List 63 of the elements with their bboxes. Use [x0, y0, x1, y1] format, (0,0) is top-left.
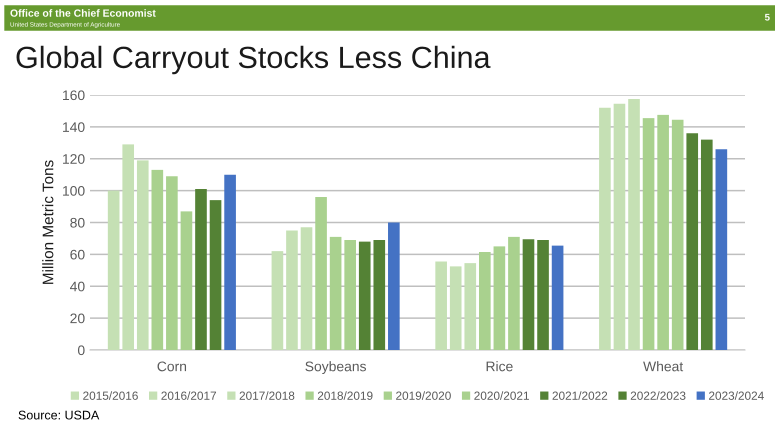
bar	[344, 240, 356, 350]
bar	[300, 227, 312, 350]
y-tick-label: 140	[63, 122, 85, 132]
y-tick-label: 120	[63, 154, 85, 164]
bar	[508, 236, 520, 350]
bar	[195, 189, 207, 350]
bar	[166, 176, 178, 350]
bar	[286, 230, 298, 350]
y-tick-label: 160	[63, 90, 85, 100]
x-tick-label: Wheat	[643, 361, 684, 372]
legend-label: 2023/2024	[709, 391, 764, 400]
bar	[642, 118, 654, 350]
legend-label: 2015/2016	[83, 391, 138, 400]
bar	[435, 262, 447, 350]
legend-label: 2018/2019	[318, 391, 373, 400]
bar	[628, 98, 640, 350]
y-axis-title: Million Metric Tons	[42, 160, 54, 284]
bar	[537, 240, 549, 350]
y-tick-label: 0	[78, 345, 85, 356]
bar	[657, 114, 669, 350]
bar	[180, 211, 192, 350]
bar	[716, 149, 728, 350]
text: Office of the Chief Economist	[10, 9, 156, 17]
bar	[494, 246, 506, 350]
bar	[450, 266, 462, 350]
y-tick-label: 100	[63, 186, 85, 196]
source-note: Source: USDA	[18, 410, 100, 420]
chart-title: Global Carryout Stocks Less China	[16, 46, 491, 74]
bar	[614, 104, 626, 350]
bar	[522, 239, 534, 350]
bar	[552, 246, 564, 350]
x-tick-label: Soybeans	[305, 361, 366, 374]
legend-label: 2016/2017	[161, 391, 216, 400]
y-tick-label: 20	[70, 313, 85, 324]
bar	[599, 108, 611, 350]
bar	[672, 120, 684, 350]
x-tick-label: Corn	[158, 361, 186, 372]
bar	[388, 222, 400, 350]
legend-label: 2017/2018	[240, 391, 294, 400]
bar	[358, 242, 371, 350]
text: 5	[764, 14, 770, 21]
bar	[224, 174, 236, 350]
legend-label: 2019/2020	[396, 391, 451, 400]
legend-label: 2022/2023	[630, 391, 686, 400]
bar	[330, 236, 342, 350]
legend-label: 2020/2021	[474, 391, 529, 400]
y-tick-label: 80	[70, 218, 85, 228]
x-tick-label: Rice	[486, 361, 513, 372]
bar	[373, 240, 386, 350]
bar	[151, 170, 164, 350]
bar	[108, 190, 120, 350]
bar	[136, 160, 149, 350]
bar	[700, 140, 713, 350]
bar	[272, 251, 284, 350]
bar	[315, 197, 327, 350]
bar	[210, 200, 222, 350]
legend-label: 2021/2022	[552, 391, 608, 400]
bar	[122, 144, 134, 350]
bar	[686, 133, 698, 350]
bar	[478, 252, 491, 350]
y-tick-label: 60	[70, 250, 85, 260]
bar	[464, 263, 476, 350]
y-tick-label: 40	[70, 282, 85, 292]
